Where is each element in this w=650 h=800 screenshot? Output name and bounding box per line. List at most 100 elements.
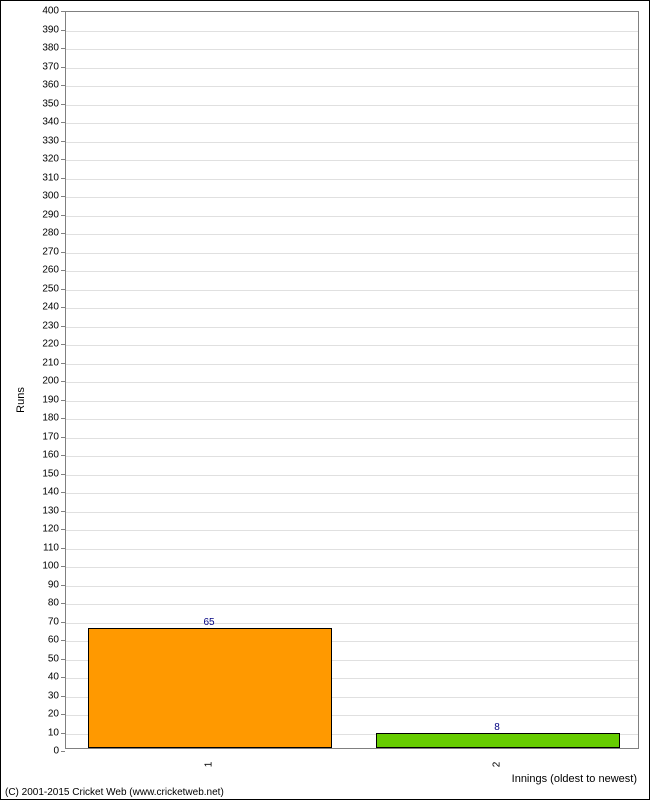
y-tick-mark — [61, 529, 65, 530]
y-tick-mark — [61, 104, 65, 105]
y-tick-label: 100 — [42, 561, 59, 572]
y-tick-mark — [61, 474, 65, 475]
grid-line — [66, 234, 638, 235]
grid-line — [66, 327, 638, 328]
grid-line — [66, 493, 638, 494]
y-tick-label: 140 — [42, 487, 59, 498]
y-tick-label: 200 — [42, 376, 59, 387]
grid-line — [66, 419, 638, 420]
y-tick-label: 350 — [42, 98, 59, 109]
y-tick-label: 60 — [48, 635, 59, 646]
grid-line — [66, 456, 638, 457]
y-tick-label: 340 — [42, 117, 59, 128]
y-tick-mark — [61, 696, 65, 697]
y-tick-mark — [61, 492, 65, 493]
grid-line — [66, 512, 638, 513]
grid-line — [66, 604, 638, 605]
y-tick-mark — [61, 270, 65, 271]
y-tick-label: 220 — [42, 339, 59, 350]
x-axis-title: Innings (oldest to newest) — [512, 773, 637, 785]
y-tick-label: 10 — [48, 727, 59, 738]
y-tick-mark — [61, 289, 65, 290]
y-tick-label: 290 — [42, 209, 59, 220]
y-tick-mark — [61, 363, 65, 364]
y-tick-mark — [61, 344, 65, 345]
y-tick-mark — [61, 381, 65, 382]
y-tick-label: 210 — [42, 357, 59, 368]
y-tick-mark — [61, 85, 65, 86]
y-tick-mark — [61, 566, 65, 567]
y-tick-mark — [61, 178, 65, 179]
grid-line — [66, 105, 638, 106]
y-tick-mark — [61, 511, 65, 512]
y-tick-label: 0 — [53, 746, 59, 757]
grid-line — [66, 382, 638, 383]
grid-line — [66, 549, 638, 550]
y-tick-label: 50 — [48, 653, 59, 664]
grid-line — [66, 364, 638, 365]
y-tick-mark — [61, 159, 65, 160]
grid-line — [66, 31, 638, 32]
bar — [376, 733, 621, 748]
y-tick-label: 160 — [42, 450, 59, 461]
y-tick-mark — [61, 122, 65, 123]
y-tick-label: 20 — [48, 709, 59, 720]
y-tick-mark — [61, 215, 65, 216]
y-axis-title: Runs — [15, 387, 27, 413]
y-tick-mark — [61, 307, 65, 308]
y-tick-label: 250 — [42, 283, 59, 294]
y-tick-label: 260 — [42, 265, 59, 276]
y-tick-label: 300 — [42, 191, 59, 202]
bar — [88, 628, 333, 748]
grid-line — [66, 308, 638, 309]
y-tick-mark — [61, 48, 65, 49]
y-tick-label: 230 — [42, 320, 59, 331]
y-tick-mark — [61, 733, 65, 734]
y-tick-label: 370 — [42, 61, 59, 72]
y-tick-mark — [61, 233, 65, 234]
grid-line — [66, 290, 638, 291]
y-tick-mark — [61, 640, 65, 641]
chart-container: Runs Innings (oldest to newest) (C) 2001… — [0, 0, 650, 800]
y-tick-mark — [61, 437, 65, 438]
y-tick-label: 310 — [42, 172, 59, 183]
y-tick-label: 70 — [48, 616, 59, 627]
y-tick-mark — [61, 714, 65, 715]
y-tick-label: 330 — [42, 135, 59, 146]
y-tick-mark — [61, 455, 65, 456]
bar-value-label: 8 — [494, 722, 500, 733]
bar-value-label: 65 — [203, 617, 214, 628]
y-tick-label: 190 — [42, 394, 59, 405]
y-tick-mark — [61, 30, 65, 31]
y-tick-label: 110 — [43, 542, 59, 553]
y-tick-label: 400 — [42, 6, 59, 17]
grid-line — [66, 68, 638, 69]
y-tick-label: 40 — [48, 672, 59, 683]
grid-line — [66, 123, 638, 124]
y-tick-label: 180 — [42, 413, 59, 424]
grid-line — [66, 401, 638, 402]
y-tick-label: 240 — [42, 302, 59, 313]
y-tick-label: 30 — [48, 690, 59, 701]
y-tick-mark — [61, 548, 65, 549]
y-tick-label: 360 — [42, 80, 59, 91]
y-tick-label: 390 — [42, 24, 59, 35]
y-tick-label: 280 — [42, 228, 59, 239]
y-tick-mark — [61, 603, 65, 604]
grid-line — [66, 475, 638, 476]
y-tick-mark — [61, 67, 65, 68]
y-tick-mark — [61, 585, 65, 586]
copyright-text: (C) 2001-2015 Cricket Web (www.cricketwe… — [5, 787, 224, 798]
grid-line — [66, 623, 638, 624]
grid-line — [66, 49, 638, 50]
grid-line — [66, 86, 638, 87]
y-tick-mark — [61, 196, 65, 197]
y-tick-mark — [61, 677, 65, 678]
y-tick-label: 80 — [48, 598, 59, 609]
y-tick-mark — [61, 252, 65, 253]
grid-line — [66, 179, 638, 180]
grid-line — [66, 216, 638, 217]
x-tick-label: 1 — [204, 762, 215, 768]
y-tick-label: 170 — [42, 431, 59, 442]
y-tick-mark — [61, 418, 65, 419]
